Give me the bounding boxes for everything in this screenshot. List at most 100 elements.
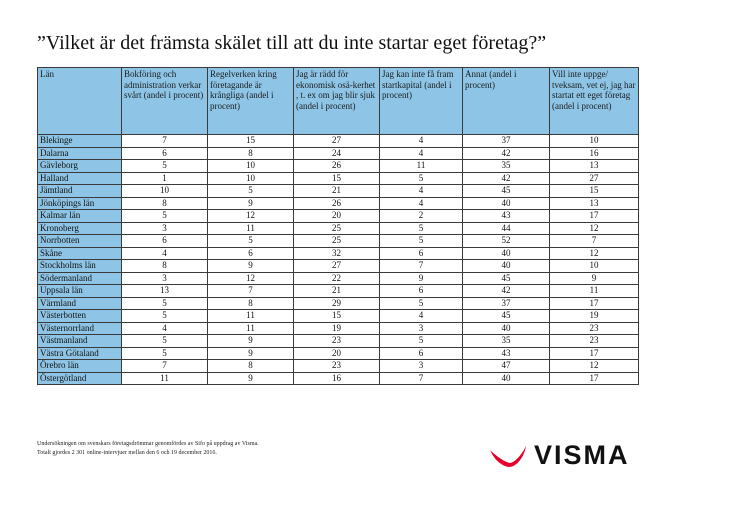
table-row: Östergötland 11 9 16 7 40 17 bbox=[37, 371, 639, 385]
table-row: Kalmar län 5 12 20 2 43 17 bbox=[37, 209, 639, 223]
row-value-cell: 11 bbox=[207, 221, 294, 235]
row-value-cell: 21 bbox=[293, 184, 380, 198]
footnote-line: Totalt gjordes 2 301 online-intervjuer m… bbox=[37, 450, 217, 456]
row-value-cell: 40 bbox=[462, 196, 550, 210]
row-value-cell: 12 bbox=[207, 209, 294, 223]
row-value-cell: 7 bbox=[207, 284, 294, 298]
row-value-cell: 6 bbox=[379, 246, 463, 260]
row-value-cell: 8 bbox=[121, 196, 208, 210]
row-value-cell: 13 bbox=[121, 284, 208, 298]
row-value-cell: 16 bbox=[549, 146, 639, 160]
row-value-cell: 15 bbox=[207, 134, 294, 148]
column-header-ekonomisk-osakerhet: Jag är rädd för ekonomisk osä-kerhet , t… bbox=[293, 67, 380, 135]
row-lan-cell: Västerbotten bbox=[37, 309, 122, 323]
row-value-cell: 6 bbox=[121, 146, 208, 160]
row-value-cell: 5 bbox=[121, 334, 208, 348]
row-lan-cell: Jönköpings län bbox=[37, 196, 122, 210]
row-value-cell: 42 bbox=[462, 171, 550, 185]
row-value-cell: 11 bbox=[121, 371, 208, 385]
row-value-cell: 15 bbox=[293, 171, 380, 185]
table-row: Stockholms län 8 9 27 7 40 10 bbox=[37, 259, 639, 273]
row-lan-cell: Dalarna bbox=[37, 146, 122, 160]
row-value-cell: 17 bbox=[549, 209, 639, 223]
column-header-startkapital: Jag kan inte få fram startkapital (andel… bbox=[379, 67, 463, 135]
row-value-cell: 11 bbox=[379, 159, 463, 173]
row-value-cell: 9 bbox=[549, 271, 639, 285]
row-value-cell: 23 bbox=[293, 359, 380, 373]
table-row: Skåne 4 6 32 6 40 12 bbox=[37, 246, 639, 260]
row-value-cell: 9 bbox=[207, 371, 294, 385]
row-value-cell: 11 bbox=[207, 321, 294, 335]
table-row: Jämtland 10 5 21 4 45 15 bbox=[37, 184, 639, 198]
row-value-cell: 27 bbox=[293, 134, 380, 148]
row-value-cell: 5 bbox=[121, 159, 208, 173]
column-header-bokforing: Bokföring och administration verkar svår… bbox=[121, 67, 208, 135]
row-value-cell: 29 bbox=[293, 296, 380, 310]
row-value-cell: 7 bbox=[549, 234, 639, 248]
row-value-cell: 10 bbox=[549, 134, 639, 148]
row-lan-cell: Södermanland bbox=[37, 271, 122, 285]
row-value-cell: 5 bbox=[121, 296, 208, 310]
row-value-cell: 10 bbox=[121, 184, 208, 198]
row-value-cell: 37 bbox=[462, 296, 550, 310]
row-value-cell: 40 bbox=[462, 246, 550, 260]
row-lan-cell: Gävleborg bbox=[37, 159, 122, 173]
row-value-cell: 40 bbox=[462, 259, 550, 273]
row-value-cell: 4 bbox=[379, 309, 463, 323]
row-value-cell: 13 bbox=[549, 196, 639, 210]
row-value-cell: 42 bbox=[462, 284, 550, 298]
row-value-cell: 35 bbox=[462, 334, 550, 348]
row-value-cell: 26 bbox=[293, 159, 380, 173]
row-value-cell: 32 bbox=[293, 246, 380, 260]
row-value-cell: 5 bbox=[379, 234, 463, 248]
row-value-cell: 8 bbox=[207, 296, 294, 310]
row-value-cell: 5 bbox=[379, 334, 463, 348]
row-value-cell: 7 bbox=[121, 359, 208, 373]
row-value-cell: 17 bbox=[549, 371, 639, 385]
row-value-cell: 9 bbox=[379, 271, 463, 285]
row-value-cell: 26 bbox=[293, 196, 380, 210]
row-lan-cell: Västmanland bbox=[37, 334, 122, 348]
row-lan-cell: Blekinge bbox=[37, 134, 122, 148]
row-value-cell: 40 bbox=[462, 371, 550, 385]
row-value-cell: 3 bbox=[379, 359, 463, 373]
table-row: Norrbotten 6 5 25 5 52 7 bbox=[37, 234, 639, 248]
row-value-cell: 12 bbox=[549, 221, 639, 235]
row-value-cell: 43 bbox=[462, 346, 550, 360]
row-lan-cell: Kalmar län bbox=[37, 209, 122, 223]
row-value-cell: 21 bbox=[293, 284, 380, 298]
table-row: Västerbotten 5 11 15 4 45 19 bbox=[37, 309, 639, 323]
row-value-cell: 5 bbox=[207, 234, 294, 248]
row-value-cell: 44 bbox=[462, 221, 550, 235]
row-value-cell: 43 bbox=[462, 209, 550, 223]
row-value-cell: 4 bbox=[121, 321, 208, 335]
row-value-cell: 23 bbox=[293, 334, 380, 348]
row-value-cell: 7 bbox=[379, 259, 463, 273]
row-lan-cell: Stockholms län bbox=[37, 259, 122, 273]
row-value-cell: 45 bbox=[462, 309, 550, 323]
row-value-cell: 13 bbox=[549, 159, 639, 173]
table-row: Jönköpings län 8 9 26 4 40 13 bbox=[37, 196, 639, 210]
row-value-cell: 3 bbox=[121, 271, 208, 285]
row-lan-cell: Värmland bbox=[37, 296, 122, 310]
table-row: Värmland 5 8 29 5 37 17 bbox=[37, 296, 639, 310]
row-value-cell: 5 bbox=[121, 346, 208, 360]
row-value-cell: 27 bbox=[549, 171, 639, 185]
row-value-cell: 1 bbox=[121, 171, 208, 185]
row-lan-cell: Norrbotten bbox=[37, 234, 122, 248]
row-value-cell: 2 bbox=[379, 209, 463, 223]
row-value-cell: 5 bbox=[207, 184, 294, 198]
column-header-vill-inte-uppge: Vill inte uppge/ tveksam, vet ej, jag ha… bbox=[549, 67, 639, 135]
row-value-cell: 27 bbox=[293, 259, 380, 273]
row-value-cell: 52 bbox=[462, 234, 550, 248]
table-row: Halland 1 10 15 5 42 27 bbox=[37, 171, 639, 185]
row-value-cell: 19 bbox=[549, 309, 639, 323]
table-row: Örebro län 7 8 23 3 47 12 bbox=[37, 359, 639, 373]
row-value-cell: 45 bbox=[462, 184, 550, 198]
row-value-cell: 19 bbox=[293, 321, 380, 335]
row-value-cell: 40 bbox=[462, 321, 550, 335]
row-lan-cell: Östergötland bbox=[37, 371, 122, 385]
row-value-cell: 16 bbox=[293, 371, 380, 385]
column-header-lan: Län bbox=[37, 67, 122, 135]
table-row: Blekinge 7 15 27 4 37 10 bbox=[37, 134, 639, 148]
